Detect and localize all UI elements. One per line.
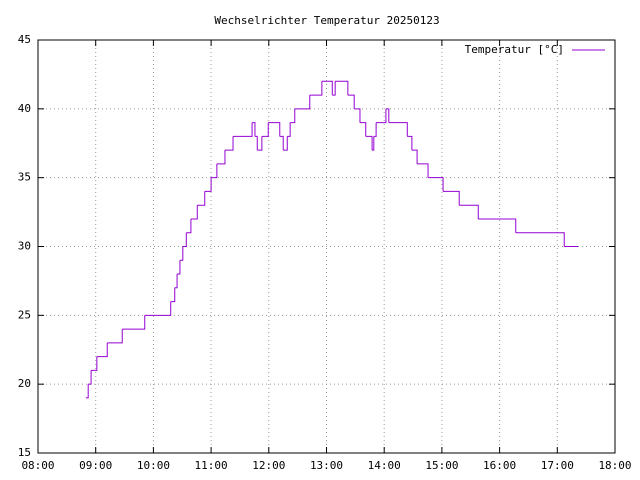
x-tick-label: 09:00 xyxy=(79,459,112,472)
line-step xyxy=(388,122,408,137)
x-tick-label: 13:00 xyxy=(310,459,343,472)
line-step xyxy=(443,190,460,206)
x-tick-label: 11:00 xyxy=(195,459,228,472)
x-tick-label: 10:00 xyxy=(137,459,170,472)
line-step xyxy=(417,163,429,178)
line-step xyxy=(365,135,373,151)
line-step xyxy=(233,122,253,137)
y-tick-label: 45 xyxy=(18,33,31,46)
line-step xyxy=(257,136,263,151)
line-step xyxy=(186,218,192,234)
line-step xyxy=(88,370,92,385)
line-step xyxy=(283,136,288,151)
y-tick-label: 40 xyxy=(18,102,31,115)
y-tick-label: 20 xyxy=(18,377,31,390)
x-tick-label: 18:00 xyxy=(598,459,631,472)
line-step xyxy=(170,287,176,303)
x-tick-label: 17:00 xyxy=(541,459,574,472)
line-step xyxy=(224,136,234,151)
line-step xyxy=(290,108,296,124)
line-step xyxy=(376,108,387,124)
line-step xyxy=(144,301,172,316)
line-step xyxy=(372,136,375,151)
line-step xyxy=(122,315,146,330)
line-step xyxy=(91,356,98,371)
x-tick-label: 12:00 xyxy=(252,459,285,472)
line-step xyxy=(174,274,178,289)
line-step xyxy=(294,95,311,110)
plot-border xyxy=(37,39,616,454)
line-step xyxy=(309,81,323,96)
line-step xyxy=(190,205,198,220)
line-step xyxy=(252,122,256,137)
legend-label: Temperatur [°C] xyxy=(465,43,564,56)
y-tick-label: 30 xyxy=(18,240,31,253)
x-tick-label: 15:00 xyxy=(425,459,458,472)
line-step xyxy=(407,135,413,151)
line-step xyxy=(287,122,291,137)
line-step xyxy=(459,204,479,219)
line-step xyxy=(335,80,349,96)
line-step xyxy=(359,122,367,137)
line-step xyxy=(177,260,181,275)
y-tick-label: 35 xyxy=(18,171,31,184)
line-step xyxy=(332,81,336,96)
line-step xyxy=(182,232,187,247)
x-tick-label: 16:00 xyxy=(483,459,516,472)
line-step xyxy=(204,177,212,192)
line-step xyxy=(428,177,444,192)
line-step xyxy=(478,218,517,233)
x-tick-label: 08:00 xyxy=(21,459,54,472)
y-tick-label: 15 xyxy=(18,446,31,459)
line-step xyxy=(411,149,418,164)
line-step xyxy=(385,108,390,123)
line-step xyxy=(268,122,281,137)
chart-title: Wechselrichter Temperatur 20250123 xyxy=(214,14,439,27)
line-step xyxy=(107,329,123,344)
line-step xyxy=(373,122,377,137)
line-step xyxy=(197,191,206,206)
line-step xyxy=(216,150,226,165)
line-step xyxy=(354,108,361,123)
line-step xyxy=(85,384,89,399)
line-step xyxy=(261,122,269,137)
line-step xyxy=(179,246,184,261)
line-step xyxy=(254,135,258,151)
line-step xyxy=(279,135,284,151)
line-step xyxy=(347,94,355,109)
y-tick-label: 25 xyxy=(18,308,31,321)
line-step xyxy=(321,80,333,96)
line-step xyxy=(96,342,108,358)
x-tick-label: 14:00 xyxy=(368,459,401,472)
line-step xyxy=(211,163,218,179)
line-step xyxy=(515,232,565,247)
